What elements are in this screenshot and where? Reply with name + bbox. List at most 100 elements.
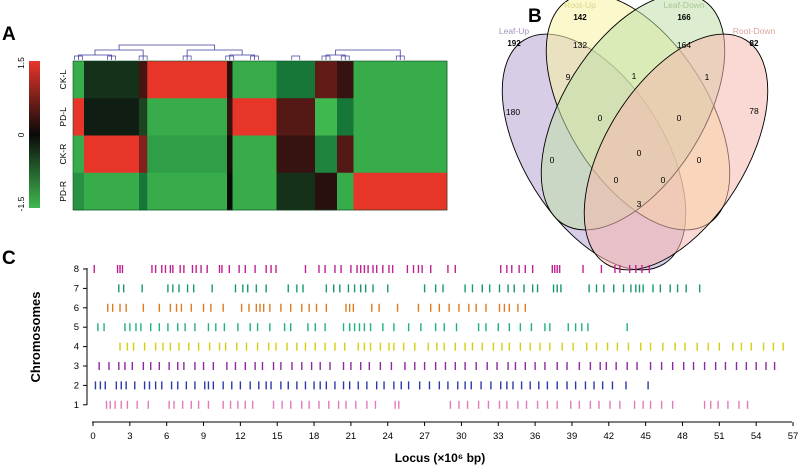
venn-region-lu-rd: 3 — [637, 199, 642, 209]
venn-total-leaf-up: 192 — [507, 39, 521, 48]
heatmap-row-label: PD-R — [58, 181, 68, 202]
venn-region-all-four: 0 — [637, 148, 642, 158]
panel-label-c: C — [2, 248, 16, 269]
dendrogram-leaf — [291, 55, 301, 60]
venn-region-ld-rd: 1 — [705, 72, 710, 82]
heatmap-cell — [353, 61, 448, 99]
heatmap-row-label: CK-R — [58, 144, 68, 165]
heatmap-cell — [84, 61, 140, 99]
x-tick-label: 57 — [788, 431, 799, 442]
chromosome-label: 7 — [74, 283, 79, 294]
dendrogram-leaf — [74, 55, 83, 60]
column-dendrogram — [74, 44, 405, 60]
venn-region-ru-rd: 0 — [697, 155, 702, 165]
x-tick-label: 36 — [530, 431, 541, 442]
chromosome-label: 4 — [74, 342, 79, 353]
heatmap-cell — [139, 135, 148, 174]
heatmap-cell — [139, 61, 148, 99]
chromosome-label: 3 — [74, 361, 79, 372]
venn-name-root-up: Root-Up — [564, 0, 596, 10]
venn-region-lu-ld-rd: 0 — [661, 175, 666, 185]
x-tick-label: 15 — [272, 431, 283, 442]
heatmap-cell — [315, 98, 338, 136]
x-tick-label: 42 — [604, 431, 615, 442]
scale-label-mid: 0 — [16, 132, 26, 137]
y-axis-title: Chromosomes — [28, 291, 43, 382]
heatmap-cell — [139, 98, 148, 136]
dendrogram-leaf — [340, 55, 350, 60]
chromosome-label: 1 — [74, 400, 79, 411]
dendrogram-leaf — [182, 55, 192, 60]
x-axis-ticks: 0 3 6 9 12 15 18 21 24 27 30 33 36 39 42 45 48 51 54 57 — [90, 422, 798, 442]
dendrogram-leaf — [225, 55, 235, 60]
venn-region-ru-ld-rd: 0 — [677, 113, 682, 123]
venn-name-root-down: Root-Down — [733, 26, 776, 36]
heatmap-cell — [276, 98, 316, 136]
heatmap-cell — [232, 135, 277, 174]
heatmap-cell — [315, 172, 338, 211]
x-tick-label: 3 — [127, 431, 132, 442]
x-tick-label: 6 — [164, 431, 169, 442]
dendrogram-leaf — [250, 55, 259, 60]
x-tick-label: 18 — [309, 431, 320, 442]
heatmap-cell — [84, 135, 140, 174]
heatmap-cell — [276, 61, 316, 99]
venn-region-leaf-up-only: 180 — [506, 107, 520, 117]
panel-label-a: A — [2, 24, 16, 45]
dendrogram-leaf — [107, 55, 116, 60]
heatmap-row-label: CK-L — [58, 70, 68, 90]
heatmap-cell — [227, 61, 233, 99]
x-tick-label: 51 — [714, 431, 725, 442]
heatmap-cell — [227, 172, 233, 211]
venn-name-leaf-down: Leaf-Down — [663, 0, 704, 10]
heatmap-cell — [73, 135, 85, 174]
heatmap-cell — [353, 98, 448, 136]
venn-set-root-down — [583, 33, 769, 271]
heatmap-cell — [337, 135, 354, 174]
panel-label-b: B — [528, 6, 542, 27]
heatmap-cell — [276, 135, 316, 174]
heatmap-cell — [232, 61, 277, 99]
chromosome-label: 5 — [74, 322, 79, 333]
heatmap-panel: CK-L PD-L CK-R PD-R 1.5 0 -1.5 — [16, 44, 448, 211]
heatmap-cell — [232, 98, 277, 136]
heatmap-cell — [73, 61, 85, 99]
heatmap-cell — [147, 98, 228, 136]
dendrogram-link — [78, 54, 112, 60]
dendrogram-leaf — [138, 55, 148, 60]
venn-total-leaf-down: 166 — [677, 13, 691, 22]
x-tick-label: 54 — [751, 431, 762, 442]
x-axis-title: Locus (×10⁶ bp) — [395, 451, 486, 465]
x-tick-label: 12 — [235, 431, 246, 442]
venn-region-lu-ld: 0 — [550, 155, 555, 165]
heatmap-cell — [353, 172, 448, 211]
heatmap-cell — [84, 98, 140, 136]
venn-panel: Leaf-Up 192 Root-Up 142 Leaf-Down 166 Ro… — [499, 0, 776, 271]
heatmap-cell — [73, 98, 85, 136]
heatmap-border — [72, 60, 448, 211]
venn-region-lu-ru-rd: 0 — [614, 175, 619, 185]
dendrogram-link — [118, 44, 216, 50]
heatmap-cell — [276, 172, 316, 211]
heatmap-cell — [337, 98, 354, 136]
scale-label-min: -1.5 — [16, 196, 26, 211]
venn-region-lu-ru-ld: 0 — [598, 113, 603, 123]
x-tick-label: 27 — [419, 431, 430, 442]
chromosome-labels: 8 7 6 5 4 3 2 1 — [74, 264, 87, 411]
venn-region-leaf-down-only: 164 — [677, 40, 691, 50]
x-tick-label: 39 — [567, 431, 578, 442]
dendrogram-leaf — [395, 55, 405, 60]
dendrogram-leaf — [321, 55, 331, 60]
heatmap-row-label: PD-L — [58, 107, 68, 127]
chromosome-label: 8 — [74, 264, 79, 275]
heatmap-cell — [84, 172, 140, 211]
x-tick-label: 33 — [493, 431, 504, 442]
chromosome-label: 6 — [74, 303, 79, 314]
venn-region-lu-ru: 9 — [566, 72, 571, 82]
loci-marks — [93, 265, 784, 409]
x-tick-label: 0 — [90, 431, 95, 442]
chromosome-label: 2 — [74, 380, 79, 391]
heatmap-cell — [227, 98, 233, 136]
x-tick-label: 45 — [640, 431, 651, 442]
